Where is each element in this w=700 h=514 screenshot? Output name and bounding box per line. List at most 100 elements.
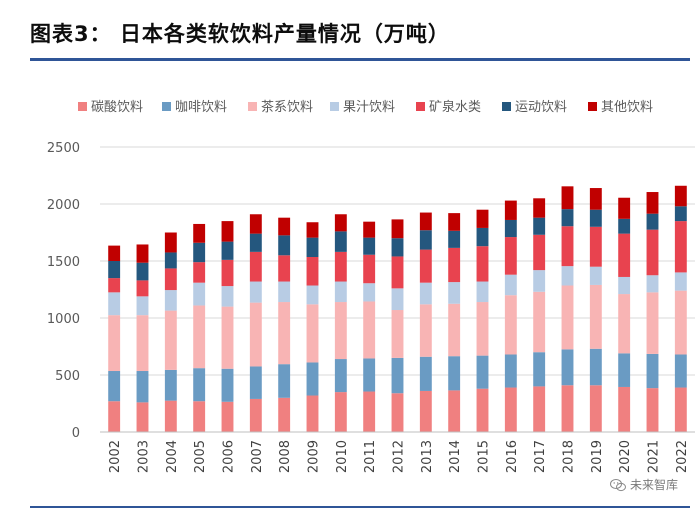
bar-segment <box>108 401 121 432</box>
bar-segment <box>278 235 291 256</box>
bar-segment <box>306 222 319 238</box>
bar-segment <box>249 214 262 234</box>
bar-segment <box>249 398 262 432</box>
chart-container: 碳酸饮料 咖啡饮料 茶系饮料 果汁饮料 矿泉水类 运动饮料 其他饮料 0 500 1000 150… <box>0 62 700 502</box>
bar-segment <box>363 237 376 255</box>
bar-segment <box>561 209 574 227</box>
bar-segment <box>448 213 461 231</box>
legend-swatch <box>162 102 171 111</box>
watermark-text: 未来智库 <box>629 478 678 492</box>
legend-label: 运动饮料 <box>515 100 567 115</box>
bar-segment <box>108 292 121 316</box>
bar-segment <box>334 392 347 432</box>
bar-segment <box>533 291 546 353</box>
x-tick-label: 2018 <box>562 440 577 473</box>
bar-segment <box>476 209 489 228</box>
bar-segment <box>448 356 461 391</box>
x-tick-label: 2019 <box>590 440 605 473</box>
x-tick-label: 2005 <box>193 440 208 473</box>
bar-segment <box>674 272 687 291</box>
bar-segment <box>334 302 347 360</box>
bar-segment <box>674 290 687 355</box>
bar-segment <box>278 217 291 236</box>
bar-segment <box>391 393 404 432</box>
bar-segment <box>108 245 121 261</box>
bar-segment <box>278 255 291 282</box>
legend-label: 果汁饮料 <box>343 100 395 115</box>
bar-segment <box>646 292 659 354</box>
bar-segment <box>476 355 489 389</box>
bar-segment <box>164 400 177 432</box>
x-tick-label: 2003 <box>137 440 152 473</box>
bar-segment <box>334 214 347 232</box>
bar-segment <box>589 385 602 432</box>
x-tick-label: 2017 <box>533 440 548 473</box>
y-tick-label: 2000 <box>47 198 80 213</box>
bar-segment <box>504 200 517 220</box>
bar-segment <box>589 226 602 267</box>
bar-segment <box>221 221 234 242</box>
bar-segment <box>193 282 206 306</box>
y-tick-label: 1500 <box>47 255 80 270</box>
bar-segment <box>589 348 602 386</box>
bar-segment <box>419 212 432 231</box>
bar-segment <box>193 368 206 402</box>
bar-segment <box>221 241 234 260</box>
x-tick-label: 2011 <box>363 440 378 473</box>
bar-segment <box>391 219 404 239</box>
bar-segment <box>618 276 631 295</box>
bar-segment <box>504 237 517 275</box>
chart-bars <box>108 185 687 432</box>
bar-segment <box>618 294 631 354</box>
bar-segment <box>136 402 149 432</box>
bar-segment <box>646 192 659 214</box>
legend-swatch <box>588 102 597 111</box>
bar-segment <box>193 223 206 243</box>
bar-segment <box>193 401 206 432</box>
bar-segment <box>674 354 687 388</box>
legend-label: 碳酸饮料 <box>91 100 143 115</box>
y-tick-label: 2500 <box>47 141 80 156</box>
bar-segment <box>249 251 262 282</box>
x-tick-label: 2022 <box>675 440 690 473</box>
title-divider <box>30 58 690 61</box>
bar-segment <box>164 290 177 311</box>
bar-segment <box>306 257 319 286</box>
bar-segment <box>249 233 262 252</box>
x-tick-label: 2015 <box>477 440 492 473</box>
x-tick-label: 2014 <box>448 440 463 473</box>
bar-segment <box>164 232 177 253</box>
bar-segment <box>193 242 206 263</box>
y-tick-label: 0 <box>72 426 80 441</box>
bar-segment <box>306 395 319 432</box>
bar-segment <box>504 274 517 296</box>
x-tick-label: 2016 <box>505 440 520 473</box>
bar-segment <box>249 281 262 303</box>
bar-segment <box>646 213 659 230</box>
bar-segment <box>533 270 546 292</box>
bar-segment <box>476 302 489 356</box>
bar-segment <box>136 280 149 297</box>
bar-segment <box>674 221 687 273</box>
bar-segment <box>476 246 489 282</box>
bar-segment <box>504 295 517 355</box>
bar-segment <box>136 262 149 281</box>
legend-label: 矿泉水类 <box>429 99 481 115</box>
y-tick-label: 1000 <box>47 312 80 327</box>
bar-segment <box>533 352 546 387</box>
wechat-icon <box>609 478 626 491</box>
bar-segment <box>618 218 631 234</box>
x-tick-label: 2021 <box>647 440 662 473</box>
bar-segment <box>164 252 177 269</box>
bar-segment <box>674 185 687 207</box>
legend-swatch <box>502 102 511 111</box>
bar-segment <box>448 230 461 248</box>
bar-segment <box>334 281 347 303</box>
bar-segment <box>221 306 234 369</box>
bar-segment <box>561 186 574 210</box>
bar-segment <box>363 283 376 302</box>
x-tick-label: 2013 <box>420 440 435 473</box>
bar-segment <box>164 310 177 370</box>
bar-segment <box>221 286 234 307</box>
bar-segment <box>674 206 687 222</box>
